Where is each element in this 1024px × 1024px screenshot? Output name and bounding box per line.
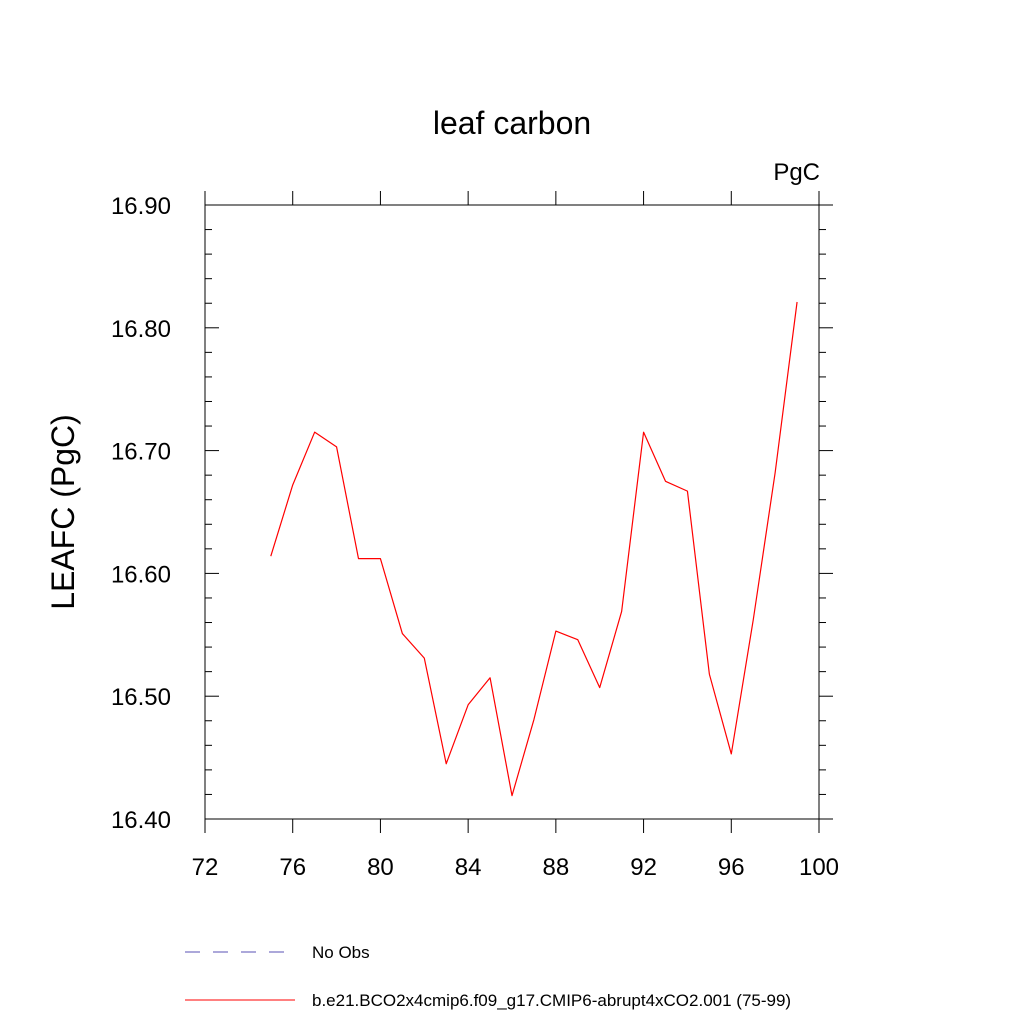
x-tick-label: 92 (630, 854, 657, 881)
units-label: PgC (773, 159, 820, 186)
axis-ticks (204, 191, 833, 833)
x-tick-label: 80 (367, 854, 394, 881)
y-tick-label: 16.80 (111, 316, 171, 343)
y-tick-label: 16.60 (111, 561, 171, 588)
legend: No Obs b.e21.BCO2x4cmip6.f09_g17.CMIP6-ab… (185, 943, 791, 1010)
x-tick-label: 76 (279, 854, 306, 881)
y-tick-label: 16.90 (111, 193, 171, 220)
plot-frame (204, 204, 820, 820)
y-tick-label: 16.40 (111, 807, 171, 834)
x-tick-label: 84 (455, 854, 482, 881)
series-group (270, 301, 798, 797)
y-tick-label: 16.50 (111, 684, 171, 711)
legend-label-0: No Obs (312, 943, 370, 962)
series-line-0 (270, 301, 798, 797)
legend-label-1: b.e21.BCO2x4cmip6.f09_g17.CMIP6-abrupt4x… (312, 991, 791, 1010)
x-tick-label: 100 (799, 854, 839, 881)
y-tick-label: 16.70 (111, 439, 171, 466)
chart-title: leaf carbon (433, 105, 591, 141)
x-tick-label: 72 (192, 854, 219, 881)
x-tick-label: 96 (718, 854, 745, 881)
y-axis-label: LEAFC (PgC) (45, 414, 81, 610)
x-tick-label: 88 (543, 854, 570, 881)
axis-tick-labels: 72 76 80 84 88 92 96 100 16.40 16.50 16.60 16.70 16.… (111, 193, 839, 881)
